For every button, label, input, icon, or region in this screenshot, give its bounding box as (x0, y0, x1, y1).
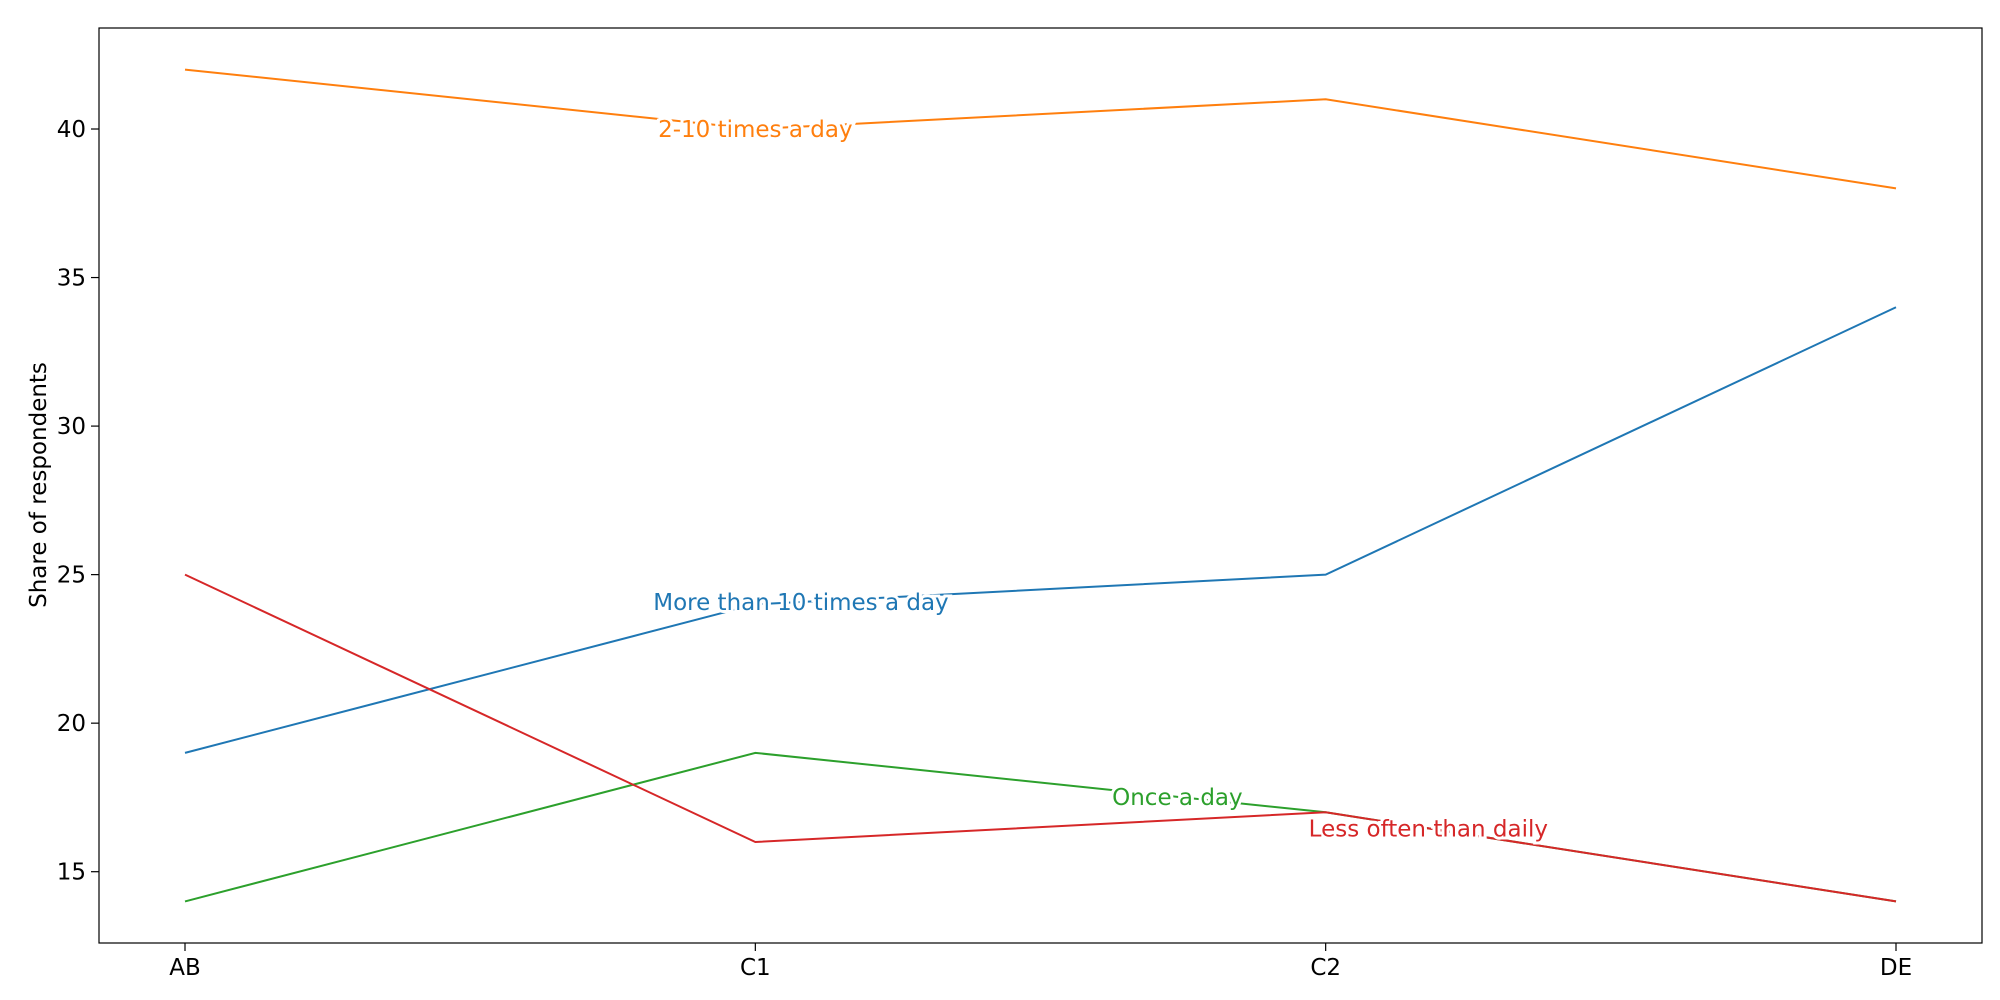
series-line-1 (184, 68, 1897, 190)
series-label-0: More than 10 times a day (653, 590, 948, 616)
x-tick-label: C2 (1310, 955, 1341, 981)
y-tick-label: 25 (57, 563, 86, 589)
y-tick-label: 40 (57, 117, 86, 143)
y-axis-label: Share of respondents (26, 362, 52, 608)
series-labels: More than 10 times a day 2-10 times a day… (650, 114, 1551, 845)
plot-area (98, 27, 1983, 944)
series-label-3: Less often than daily (1309, 816, 1548, 842)
y-tick-label: 20 (57, 711, 86, 737)
series-label-1: 2-10 times a day (658, 117, 852, 143)
x-tick-label: AB (169, 955, 201, 981)
y-tick-label: 35 (57, 266, 86, 292)
x-tick-label: DE (1880, 955, 1912, 981)
series-line-3 (184, 573, 1897, 903)
y-axis: 15 20 25 30 35 40 (57, 117, 99, 886)
series-label-2: Once a day (1112, 785, 1243, 811)
y-tick-label: 30 (57, 414, 86, 440)
y-tick-label: 15 (57, 860, 86, 886)
x-tick-label: C1 (740, 955, 771, 981)
x-axis: AB C1 C2 DE (169, 943, 1912, 981)
series-line-0 (184, 306, 1897, 754)
series-lines (184, 68, 1897, 903)
